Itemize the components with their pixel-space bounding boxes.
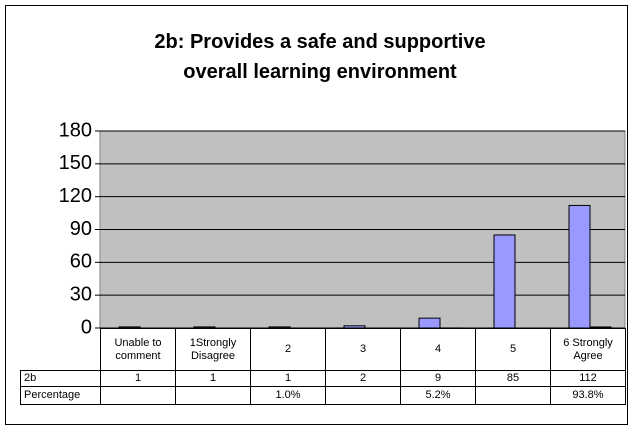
y-tick-label: 180 — [59, 119, 92, 141]
y-tick-label: 30 — [70, 283, 92, 305]
bar — [418, 317, 441, 329]
category-cell: 5 — [475, 328, 551, 371]
data-cell: 9 — [400, 370, 476, 387]
data-cell — [175, 386, 251, 405]
data-cell: 1 — [100, 370, 176, 387]
category-cell: 6 Strongly Agree — [550, 328, 626, 371]
y-tick-label: 60 — [70, 251, 92, 273]
y-tick-label: 150 — [59, 152, 92, 174]
data-cell: 1.0% — [250, 386, 326, 405]
data-cell: 2 — [325, 370, 401, 387]
y-tick-label: 120 — [59, 185, 92, 207]
data-cell: 1 — [250, 370, 326, 387]
category-cell: 3 — [325, 328, 401, 371]
category-cell: 4 — [400, 328, 476, 371]
category-cell: 2 — [250, 328, 326, 371]
bar — [493, 234, 516, 329]
chart-title: 2b: Provides a safe and supportive overal… — [154, 31, 485, 83]
legend-cell: Percentage — [20, 386, 101, 405]
data-cell: 1 — [175, 370, 251, 387]
bar — [343, 325, 366, 329]
data-cell — [475, 386, 551, 405]
data-cell: 85 — [475, 370, 551, 387]
bar — [193, 326, 216, 329]
category-cell: Unable to comment — [100, 328, 176, 371]
data-cell: 5.2% — [400, 386, 476, 405]
data-cell: 93.8% — [550, 386, 626, 405]
y-tick-label: 0 — [81, 316, 92, 338]
data-cell: 112 — [550, 370, 626, 387]
legend-cell: 2b — [20, 370, 101, 387]
bar — [268, 326, 291, 329]
y-tick-label: 90 — [70, 218, 92, 240]
bar — [118, 326, 141, 329]
data-cell — [100, 386, 176, 405]
category-cell: 1Strongly Disagree — [175, 328, 251, 371]
data-cell — [325, 386, 401, 405]
bar — [568, 204, 591, 329]
